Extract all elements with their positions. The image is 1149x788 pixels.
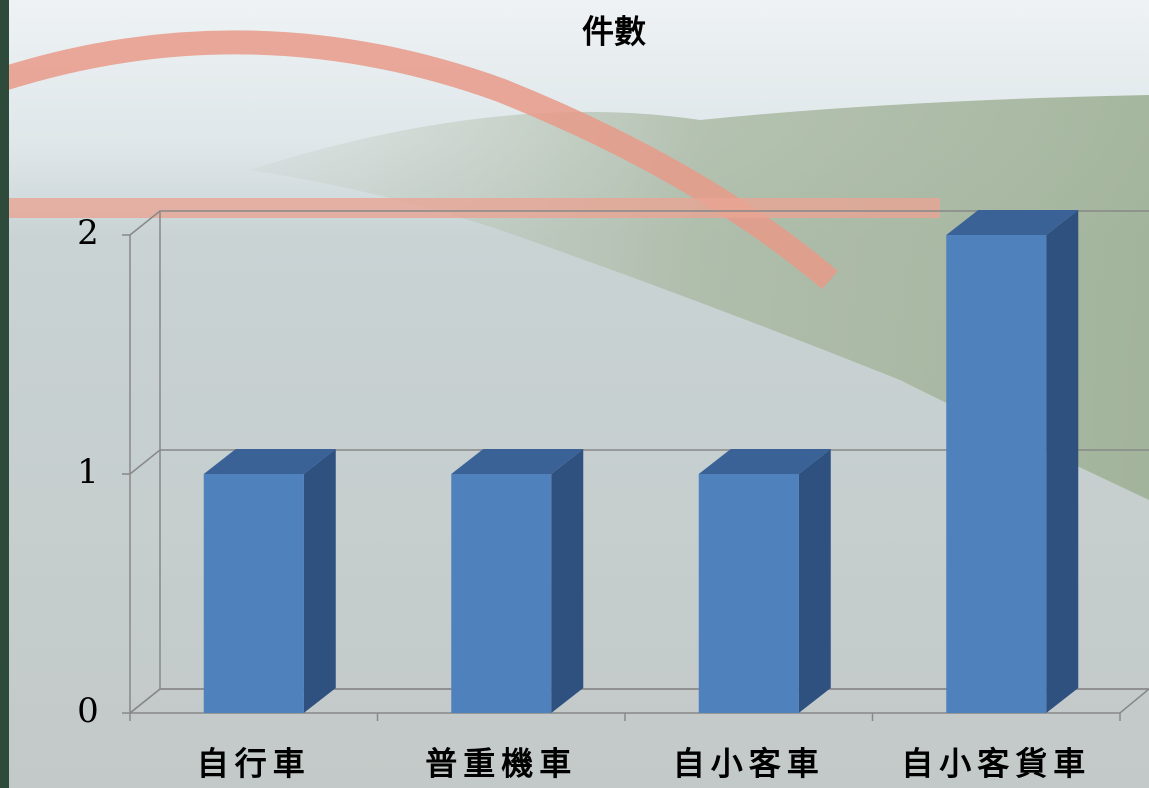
- x-tick-label: 普重機車: [425, 745, 577, 783]
- left-border: [0, 0, 9, 788]
- x-tick-label: 自小客車: [673, 745, 825, 783]
- bar-side: [798, 449, 831, 713]
- y-tick-label: 0: [77, 691, 99, 731]
- bar-top: [698, 449, 831, 474]
- chart-title: 件數: [582, 13, 646, 51]
- y-tick-label: 2: [77, 213, 99, 253]
- y-tick-label: 1: [77, 452, 99, 492]
- grid-line: [129, 210, 1149, 236]
- x-tick-label: 自行車: [197, 745, 311, 783]
- bar: [698, 474, 799, 713]
- background-hill: [250, 95, 1149, 500]
- bar-side: [551, 449, 584, 713]
- bar: [946, 235, 1047, 713]
- bar-top: [451, 449, 584, 474]
- background-bridge-deck: [0, 198, 940, 218]
- x-tick-label: 自小客貨車: [901, 745, 1091, 783]
- bar-side: [303, 449, 336, 713]
- bar: [203, 474, 304, 713]
- bar-side: [1046, 210, 1079, 713]
- bar: [451, 474, 552, 713]
- bar-top: [203, 449, 336, 474]
- bar-top: [946, 210, 1079, 235]
